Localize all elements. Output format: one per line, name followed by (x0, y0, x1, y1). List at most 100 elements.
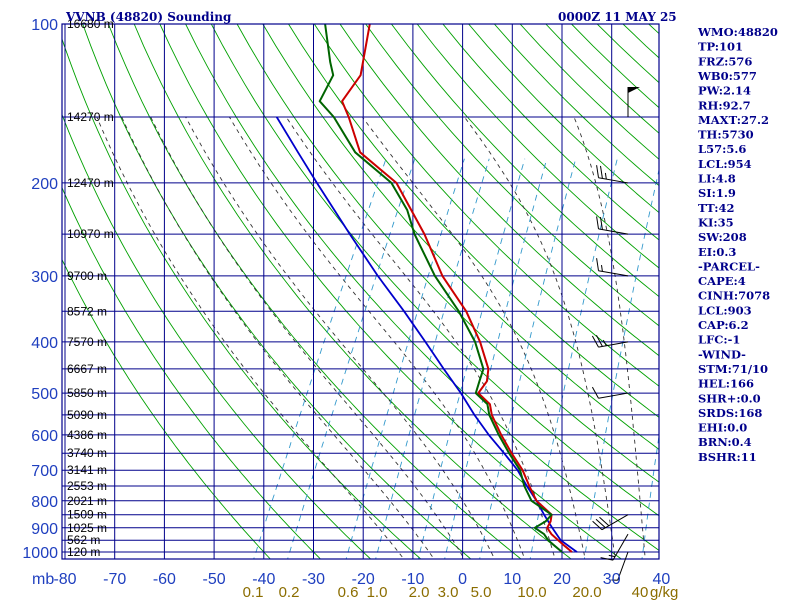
mixing-ratio-line (583, 167, 659, 559)
wind-barb-half-flag (608, 554, 616, 558)
pressure-label: 700 (31, 463, 58, 480)
height-label: 10970 m (67, 227, 114, 241)
index-row: TH:5730 (698, 128, 754, 142)
index-row: HEL:166 (698, 377, 754, 391)
height-label: 1509 m (67, 508, 107, 522)
wind-barb-flag (600, 217, 603, 230)
temperature-tick-label: -30 (302, 571, 325, 588)
dry-adiabat-line (365, 24, 659, 327)
index-row: BSHR:11 (698, 450, 757, 464)
wind-barb (596, 165, 629, 184)
temperature-tick-label: 30 (603, 571, 621, 588)
wind-barb-staff (598, 177, 629, 184)
wind-barb-flag (599, 516, 610, 527)
wind-barb-flag (591, 386, 599, 399)
wind-barb-half-flag (602, 339, 607, 346)
index-row: PW:2.14 (698, 84, 751, 98)
index-row: SI:1.9 (698, 186, 736, 200)
height-label: 1025 m (67, 521, 107, 535)
temperature-trace (341, 24, 573, 553)
dry-adiabat-line (339, 24, 659, 357)
wind-barb-flag (596, 258, 599, 271)
mixing-ratio-tick-label: 3.0 (438, 584, 459, 600)
pressure-label: 600 (31, 428, 58, 445)
mixing-ratio-tick-label: 20.0 (572, 584, 601, 600)
mixing-ratio-line (375, 158, 490, 559)
plot-border (61, 23, 660, 560)
mixing-ratio-tick-label: 0.6 (338, 584, 359, 600)
height-label: 2553 m (67, 479, 107, 493)
mixing-ratio-tick-label: 40 (632, 584, 649, 600)
height-label: 120 m (67, 545, 100, 559)
index-row: TP:101 (698, 40, 743, 54)
dry-adiabat-line (133, 24, 572, 559)
index-row: MAXT:27.2 (698, 113, 769, 127)
mixing-ratio-line (444, 158, 548, 559)
wind-barb-staff (617, 551, 629, 581)
mixing-ratio-line (479, 158, 577, 559)
pressure-label: 900 (31, 521, 58, 538)
pressure-label: 300 (31, 269, 58, 286)
index-row: LCL:954 (698, 157, 752, 171)
wind-barb-half-flag (604, 172, 607, 180)
pressure-label: 200 (31, 176, 58, 193)
wind-barb-staff (612, 533, 629, 561)
wind-barb-staff (598, 270, 629, 277)
wind-barbs (591, 87, 640, 581)
index-row: SHR+:0.0 (698, 391, 761, 405)
index-row: L57:5.6 (698, 142, 746, 156)
mixing-ratio-tick-label: 10.0 (517, 584, 546, 600)
temperature-tick-label: -70 (103, 571, 126, 588)
mixing-ratio-tick-label: 0.1 (243, 584, 264, 600)
index-row: FRZ:576 (698, 54, 752, 68)
dry-adiabat-line (313, 24, 659, 387)
mixing-ratio-unit-label: g/kg (650, 584, 678, 600)
dewpoint-trace (318, 24, 563, 553)
stability-indices-panel: WMO:48820TP:101FRZ:576WB0:577PW:2.14RH:9… (697, 25, 778, 464)
dry-adiabat-line (262, 24, 659, 450)
wind-barb-flag (595, 335, 603, 347)
wind-barb (600, 533, 629, 561)
temperature-tick-label: -50 (203, 571, 226, 588)
dry-adiabat-line (62, 113, 372, 559)
temperature-tick-label: -10 (401, 571, 424, 588)
temperature-tick-label: 20 (553, 571, 571, 588)
height-label: 4386 m (67, 428, 107, 442)
height-label: 3740 m (67, 446, 107, 460)
pressure-label: 500 (31, 386, 58, 403)
wind-barb-flag (600, 165, 603, 179)
index-row: CAPE:4 (698, 274, 746, 288)
wind-barb (592, 514, 629, 531)
mixing-ratio-tick-label: 0.2 (279, 584, 300, 600)
dry-adiabat-line (236, 24, 659, 483)
mixing-ratio-line (641, 433, 659, 559)
height-label: 2021 m (67, 494, 107, 508)
height-label: 16680 m (67, 17, 114, 31)
wind-barb-staff (601, 514, 629, 531)
plot-frame (61, 23, 660, 560)
valid-time: 0000Z 11 MAY 25 (558, 10, 677, 24)
index-row: -WIND- (698, 347, 746, 361)
parcel-trace (275, 116, 578, 553)
index-row: LI:4.8 (698, 172, 736, 186)
temperature-tick-label: -20 (352, 571, 375, 588)
temperature-tick-label: -80 (53, 571, 76, 588)
dry-adiabat-line (62, 186, 322, 559)
wind-barb-flag (596, 165, 599, 178)
wind-barb (591, 335, 629, 348)
wind-barb-half-flag (601, 265, 603, 272)
dry-adiabat-line (107, 24, 522, 559)
height-label: 5090 m (67, 408, 107, 422)
wind-barb-flag (591, 335, 599, 348)
mixing-ratio-tick-label: 1.0 (367, 584, 388, 600)
wind-barb-flag (592, 520, 603, 531)
index-row: EHI:0.0 (698, 421, 747, 435)
dry-adiabat-line (416, 24, 659, 269)
wind-barb (611, 551, 629, 581)
height-label: 3141 m (67, 463, 107, 477)
mixing-ratio-line (253, 158, 387, 559)
pressure-label: 1000 (22, 545, 58, 562)
